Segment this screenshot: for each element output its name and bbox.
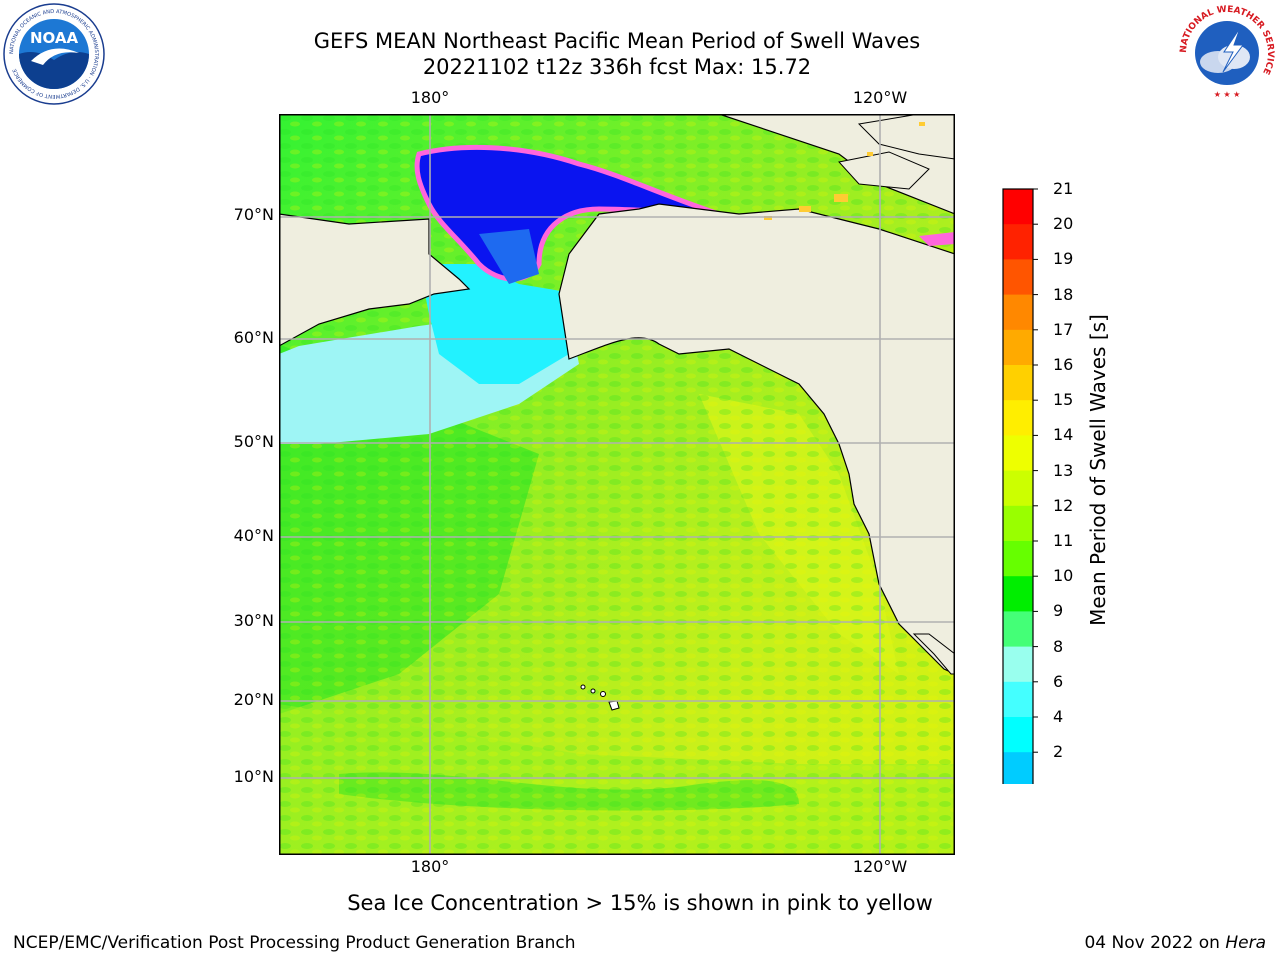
lon-label-top-180: 180°	[410, 88, 450, 107]
svg-text:★ ★ ★: ★ ★ ★	[1214, 90, 1241, 99]
colorbar-segment	[1003, 505, 1033, 542]
lat-label-30n: 30°N	[233, 611, 274, 630]
colorbar-segment	[1003, 752, 1033, 784]
colorbar-segment	[1003, 259, 1033, 296]
colorbar-tick-label: 19	[1053, 249, 1074, 269]
lon-label-top-120w: 120°W	[852, 88, 908, 107]
colorbar-segment	[1003, 646, 1033, 683]
footer-host: Hera	[1225, 933, 1266, 953]
lat-label-20n: 20°N	[233, 690, 274, 709]
noaa-logo-text: NOAA	[30, 29, 79, 47]
map-title: GEFS MEAN Northeast Pacific Mean Period …	[313, 29, 921, 53]
colorbar-tick-label: 20	[1053, 214, 1074, 234]
lat-label-40n: 40°N	[233, 526, 274, 545]
noaa-logo: NATIONAL OCEANIC AND ATMOSPHERIC ADMINIS…	[3, 3, 105, 105]
colorbar-segment	[1003, 541, 1033, 577]
lat-label-70n: 70°N	[233, 205, 274, 224]
colorbar-segment	[1003, 365, 1033, 401]
colorbar-tick-label: 15	[1053, 390, 1074, 410]
colorbar-tick-label: 14	[1053, 425, 1074, 445]
colorbar-tick-label: 21	[1053, 179, 1074, 198]
colorbar-segment	[1003, 294, 1033, 331]
colorbar-tick-label: 16	[1053, 355, 1074, 374]
colorbar-segment	[1003, 435, 1033, 472]
lon-label-bottom-120w: 120°W	[852, 857, 908, 876]
map-subtitle: 20221102 t12z 336h fcst Max: 15.72	[422, 55, 812, 79]
colorbar-tick-label: 6	[1053, 671, 1064, 691]
footer-branch: NCEP/EMC/Verification Post Processing Pr…	[13, 933, 576, 953]
colorbar-tick-label: 12	[1053, 495, 1074, 515]
colorbar-tick-label: 4	[1053, 707, 1064, 726]
colorbar-segment	[1003, 576, 1033, 612]
colorbar-segment	[1003, 400, 1033, 436]
colorbar-tick-label: 13	[1053, 460, 1074, 480]
colorbar-tick-label: 11	[1053, 531, 1074, 550]
colorbar-tick-label: 9	[1053, 601, 1064, 621]
colorbar-segment	[1003, 611, 1033, 648]
colorbar-tick-label: 10	[1053, 566, 1074, 586]
lat-label-10n: 10°N	[233, 767, 274, 786]
colorbar-tick-label: 17	[1053, 319, 1074, 339]
colorbar-segment	[1003, 224, 1033, 260]
colorbar-segment	[1003, 470, 1033, 507]
lon-label-bottom-180: 180°	[410, 857, 450, 876]
colorbar-segment	[1003, 681, 1033, 718]
colorbar-segment	[1003, 329, 1033, 366]
colorbar-tick-label: 18	[1053, 284, 1074, 304]
map-area	[279, 114, 955, 855]
colorbar-tick-label: 8	[1053, 636, 1064, 656]
footer-date-text: 04 Nov 2022 on	[1084, 933, 1226, 953]
colorbar-title: Mean Period of Swell Waves [s]	[1086, 314, 1110, 626]
colorbar-segment	[1003, 717, 1033, 753]
footer-date: 04 Nov 2022 on Hera	[1084, 933, 1266, 953]
colorbar-segment	[1003, 189, 1033, 225]
lat-label-60n: 60°N	[233, 328, 274, 347]
colorbar-tick-label: 2	[1053, 742, 1064, 762]
sea-ice-note: Sea Ice Concentration > 15% is shown in …	[347, 891, 933, 915]
colorbar	[1002, 188, 1038, 784]
nws-logo: NATIONAL WEATHER SERVICE ★ ★ ★	[1177, 3, 1277, 103]
lat-label-50n: 50°N	[233, 432, 274, 451]
